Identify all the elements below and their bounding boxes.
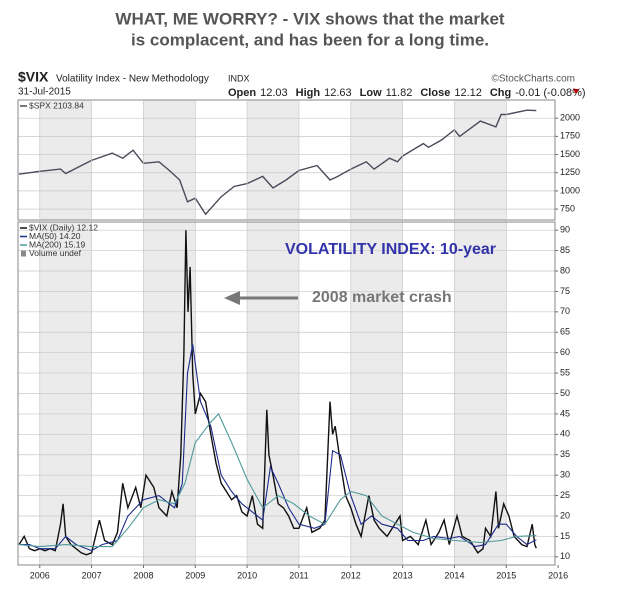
title-line: WHAT, ME WORRY? - VIX shows that the mar…: [115, 9, 504, 28]
quote-value: 12.12: [454, 87, 482, 99]
source: ©StockCharts.com: [491, 74, 575, 85]
x-tick-label: 2008: [133, 570, 153, 580]
x-tick-label: 2015: [496, 570, 516, 580]
y-tick-label: 1500: [560, 149, 580, 159]
legend-label: MA(200) 15.19: [29, 239, 85, 249]
y-tick-label: 10: [560, 551, 570, 561]
y-tick-label: 65: [560, 327, 570, 337]
year-band: [454, 100, 507, 220]
down-triangle: [573, 89, 579, 94]
y-tick-label: 60: [560, 347, 570, 357]
y-tick-label: 75: [560, 286, 570, 296]
y-tick-label: 45: [560, 408, 570, 418]
annotation: VOLATILITY INDEX: 10-year: [285, 241, 496, 258]
year-band: [39, 100, 92, 220]
quote-value: 12.63: [324, 87, 352, 99]
x-tick-label: 2010: [237, 570, 257, 580]
series-line: [18, 109, 537, 216]
y-tick-label: 30: [560, 470, 570, 480]
y-tick-label: 40: [560, 429, 570, 439]
y-tick-label: 50: [560, 388, 570, 398]
legend-label: $VIX (Daily) 12.12: [29, 222, 98, 232]
series-line: [18, 230, 537, 556]
x-tick-label: 2012: [341, 570, 361, 580]
x-tick-label: 2006: [30, 570, 50, 580]
symbol: $VIX: [18, 69, 49, 85]
title-line: is complacent, and has been for a long t…: [131, 30, 489, 49]
legend-label: $SPX 2103.84: [29, 100, 84, 110]
panel-border: [17, 99, 556, 221]
quote-value: 11.82: [386, 87, 413, 99]
date: 31-Jul-2015: [18, 87, 71, 98]
legend-label: MA(50) 14.20: [29, 231, 81, 241]
y-tick-label: 35: [560, 449, 570, 459]
y-tick-label: 20: [560, 510, 570, 520]
legend-label: Volume undef: [29, 248, 82, 258]
y-tick-label: 70: [560, 306, 570, 316]
arrow-head: [224, 291, 240, 305]
year-band: [247, 100, 299, 220]
x-tick-label: 2016: [548, 570, 568, 580]
y-tick-label: 55: [560, 367, 570, 377]
legend-swatch: [21, 250, 26, 257]
x-tick-label: 2014: [444, 570, 464, 580]
y-tick-label: 80: [560, 265, 570, 275]
x-tick-label: 2007: [82, 570, 102, 580]
series-line: [19, 344, 537, 552]
y-tick-label: 1000: [560, 185, 580, 195]
y-tick-label: 1750: [560, 131, 580, 141]
x-tick-label: 2011: [289, 570, 308, 580]
y-tick-label: 85: [560, 245, 570, 255]
quote-label: Close: [420, 87, 450, 99]
quote: Open 12.03 High 12.63 Low 11.82 Close 12.12 Chg -…: [228, 87, 586, 99]
quote-label: Chg: [490, 87, 511, 99]
quote-label: Open: [228, 87, 256, 99]
quote-label: Low: [360, 87, 382, 99]
quote-label: High: [296, 87, 321, 99]
series-line: [18, 412, 537, 548]
panel-border: [17, 221, 556, 566]
y-tick-label: 15: [560, 531, 570, 541]
quote-value: 12.03: [260, 87, 288, 99]
description: Volatility Index - New Methodology: [56, 74, 209, 85]
y-tick-label: 1250: [560, 167, 580, 177]
x-tick-label: 2009: [185, 570, 205, 580]
y-tick-label: 25: [560, 490, 570, 500]
y-tick-label: 750: [560, 203, 575, 213]
annotation: 2008 market crash: [312, 289, 452, 306]
exchange: INDX: [228, 73, 250, 83]
quote-value: -0.01 (-0.08%): [515, 87, 585, 99]
y-tick-label: 2000: [560, 113, 580, 123]
y-tick-label: 90: [560, 225, 570, 235]
x-tick-label: 2013: [393, 570, 413, 580]
